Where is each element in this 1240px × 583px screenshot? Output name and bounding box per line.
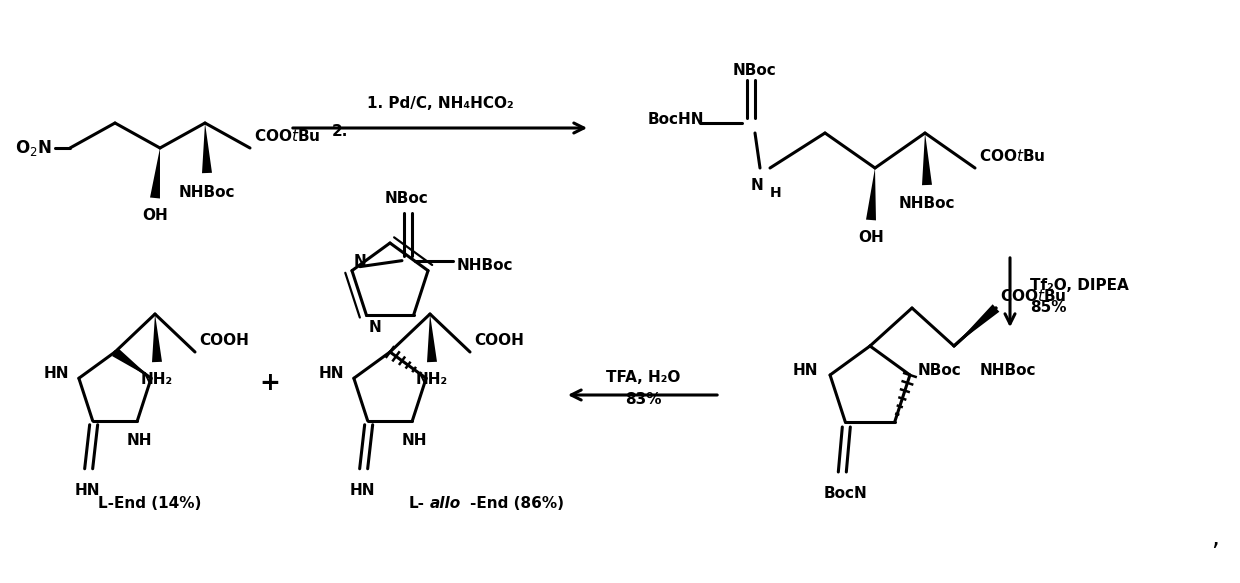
Text: OH: OH [858,230,884,245]
Text: allo: allo [430,496,461,511]
Text: 83%: 83% [625,392,661,408]
Text: N: N [368,321,381,335]
Text: O$_2$N: O$_2$N [15,138,52,158]
Text: H: H [770,186,781,200]
Text: NHBoc: NHBoc [980,363,1037,378]
Text: 85%: 85% [1030,300,1066,315]
Polygon shape [427,314,436,362]
Polygon shape [923,133,932,185]
Polygon shape [202,123,212,173]
Polygon shape [112,348,151,378]
Text: 2.: 2. [332,124,348,139]
Text: BocN: BocN [823,486,867,501]
Text: NHBoc: NHBoc [179,185,236,200]
Text: COO$t$Bu: COO$t$Bu [980,148,1045,164]
Text: NBoc: NBoc [733,63,777,78]
Text: L-: L- [409,496,425,511]
Text: COOH: COOH [198,333,249,348]
Text: HN: HN [350,483,376,498]
Polygon shape [153,314,162,362]
Text: HN: HN [45,366,69,381]
Text: Tf₂O, DIPEA: Tf₂O, DIPEA [1030,279,1128,293]
Polygon shape [954,304,999,346]
Text: ,: , [1211,526,1219,550]
Text: NHBoc: NHBoc [899,196,955,211]
Text: OH: OH [143,208,167,223]
Text: HN: HN [792,363,818,378]
Text: N: N [353,254,367,269]
Text: NBoc: NBoc [918,363,962,378]
Text: HN: HN [319,366,345,381]
Text: NH: NH [402,433,427,448]
Text: NH: NH [126,433,153,448]
Text: COO$t$Bu: COO$t$Bu [999,288,1066,304]
Text: NH₂: NH₂ [141,372,174,387]
Text: NH₂: NH₂ [415,372,448,387]
Text: -End (86%): -End (86%) [470,496,564,511]
Polygon shape [150,148,160,198]
Text: 1. Pd/C, NH₄HCO₂: 1. Pd/C, NH₄HCO₂ [367,96,513,111]
Text: BocHN: BocHN [649,113,704,128]
Text: COO$t$Bu: COO$t$Bu [254,128,320,144]
Text: NHBoc: NHBoc [458,258,513,273]
Text: +: + [259,371,280,395]
Text: NBoc: NBoc [386,191,429,206]
Text: HN: HN [74,483,100,498]
Text: N: N [750,178,764,193]
Text: COOH: COOH [474,333,523,348]
Text: TFA, H₂O: TFA, H₂O [606,371,681,385]
Polygon shape [866,168,875,220]
Text: L-End (14%): L-End (14%) [98,496,202,511]
